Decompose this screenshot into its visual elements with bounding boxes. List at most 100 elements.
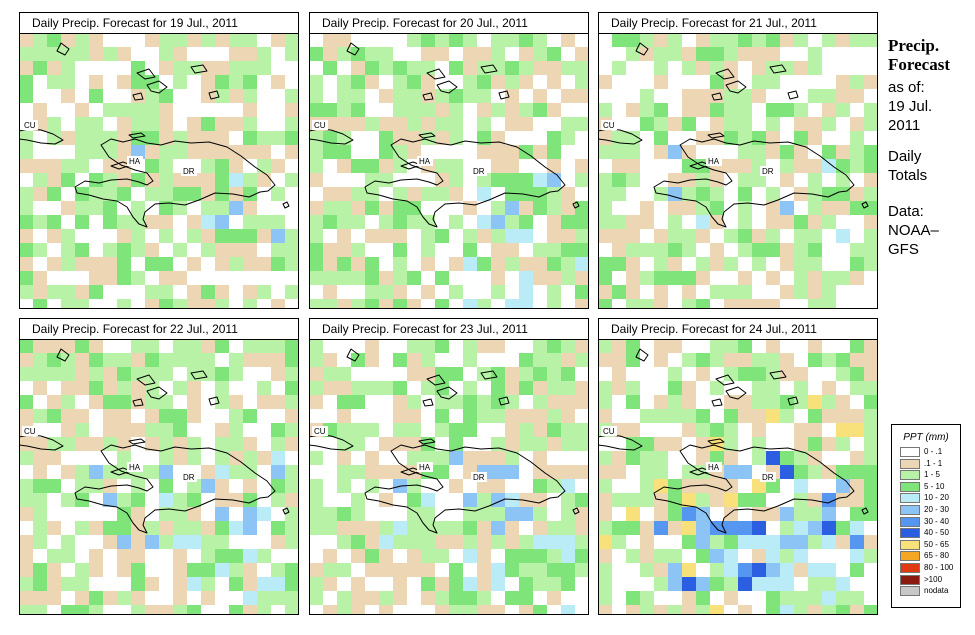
precip-cell [491, 605, 505, 615]
precip-cell [337, 89, 351, 103]
precip-cell [640, 243, 654, 257]
precip-cell [173, 577, 187, 591]
precip-cell [780, 577, 794, 591]
precip-cell [187, 173, 201, 187]
precip-cell [640, 465, 654, 479]
map-label-dominican_republic: DR [183, 167, 195, 176]
precip-cell [864, 159, 878, 173]
precip-cell [117, 201, 131, 215]
precip-cell [752, 395, 766, 409]
precip-cell [159, 131, 173, 145]
precip-cell [519, 339, 533, 353]
precip-cell [561, 605, 575, 615]
precip-cell [738, 215, 752, 229]
precip-cell [491, 271, 505, 285]
precip-cell [187, 257, 201, 271]
precip-cell [351, 465, 365, 479]
precip-cell [766, 605, 780, 615]
precip-cell [75, 61, 89, 75]
precip-cell [393, 215, 407, 229]
precip-cell [864, 271, 878, 285]
map-label-dominican_republic: DR [762, 167, 774, 176]
precip-cell [463, 187, 477, 201]
precip-cell [626, 465, 640, 479]
precip-cell [243, 591, 257, 605]
precip-cell [159, 577, 173, 591]
precip-cell [519, 257, 533, 271]
precip-cell [598, 201, 612, 215]
legend-row: .1 - 1 [892, 458, 960, 470]
precip-cell [850, 201, 864, 215]
precip-cell [612, 465, 626, 479]
precip-cell [836, 243, 850, 257]
precip-cell [271, 201, 285, 215]
precip-cell [477, 591, 491, 605]
precip-cell [309, 507, 323, 521]
map-frame [598, 33, 878, 309]
precip-cell [117, 299, 131, 309]
precip-cell [89, 131, 103, 145]
precip-cell [668, 117, 682, 131]
precip-cell [323, 159, 337, 173]
precip-cell [215, 47, 229, 61]
precip-cell [505, 145, 519, 159]
coastline [653, 138, 855, 228]
precip-cell [682, 605, 696, 615]
precip-cell [89, 299, 103, 309]
precip-cell [780, 243, 794, 257]
precip-cell [780, 257, 794, 271]
precip-cell [836, 299, 850, 309]
precip-cell [836, 61, 850, 75]
precip-cell [47, 201, 61, 215]
precip-cell [215, 145, 229, 159]
precip-cell [491, 47, 505, 61]
coastline [190, 370, 208, 380]
precip-cell [257, 521, 271, 535]
precip-cell [794, 257, 808, 271]
precip-cell [365, 173, 379, 187]
precip-cell [173, 339, 187, 353]
precip-cell [435, 563, 449, 577]
precip-cell [766, 549, 780, 563]
precip-cell [738, 493, 752, 507]
coastline [725, 386, 747, 400]
precip-cell [836, 437, 850, 451]
precip-cell [89, 437, 103, 451]
precip-cell [393, 271, 407, 285]
precip-cell [533, 173, 547, 187]
precip-cell [640, 61, 654, 75]
precip-cell [808, 367, 822, 381]
precip-cell [449, 395, 463, 409]
precip-cell [561, 215, 575, 229]
precip-cell [738, 437, 752, 451]
precip-cell [822, 257, 836, 271]
precip-cell [285, 187, 299, 201]
precip-cell [229, 465, 243, 479]
precip-cell [724, 299, 738, 309]
precip-cell [285, 465, 299, 479]
precip-cell [668, 507, 682, 521]
precip-grid [19, 339, 299, 615]
coastline [426, 374, 446, 386]
precip-cell [477, 381, 491, 395]
precip-cell [766, 577, 780, 591]
precip-cell [547, 465, 561, 479]
precip-cell [131, 353, 145, 367]
precip-cell [351, 145, 365, 159]
coastline [422, 398, 434, 407]
precip-cell [215, 535, 229, 549]
precip-cell [145, 131, 159, 145]
precip-cell [505, 215, 519, 229]
precip-cell [696, 479, 710, 493]
precip-cell [187, 131, 201, 145]
legend-row: 20 - 30 [892, 504, 960, 516]
precip-cell [808, 479, 822, 493]
precip-cell [575, 465, 589, 479]
precip-cell [752, 131, 766, 145]
precip-cell [33, 367, 47, 381]
precip-cell [145, 299, 159, 309]
precip-cell [215, 159, 229, 173]
precip-cell [103, 395, 117, 409]
precip-cell [309, 465, 323, 479]
precip-cell [435, 145, 449, 159]
